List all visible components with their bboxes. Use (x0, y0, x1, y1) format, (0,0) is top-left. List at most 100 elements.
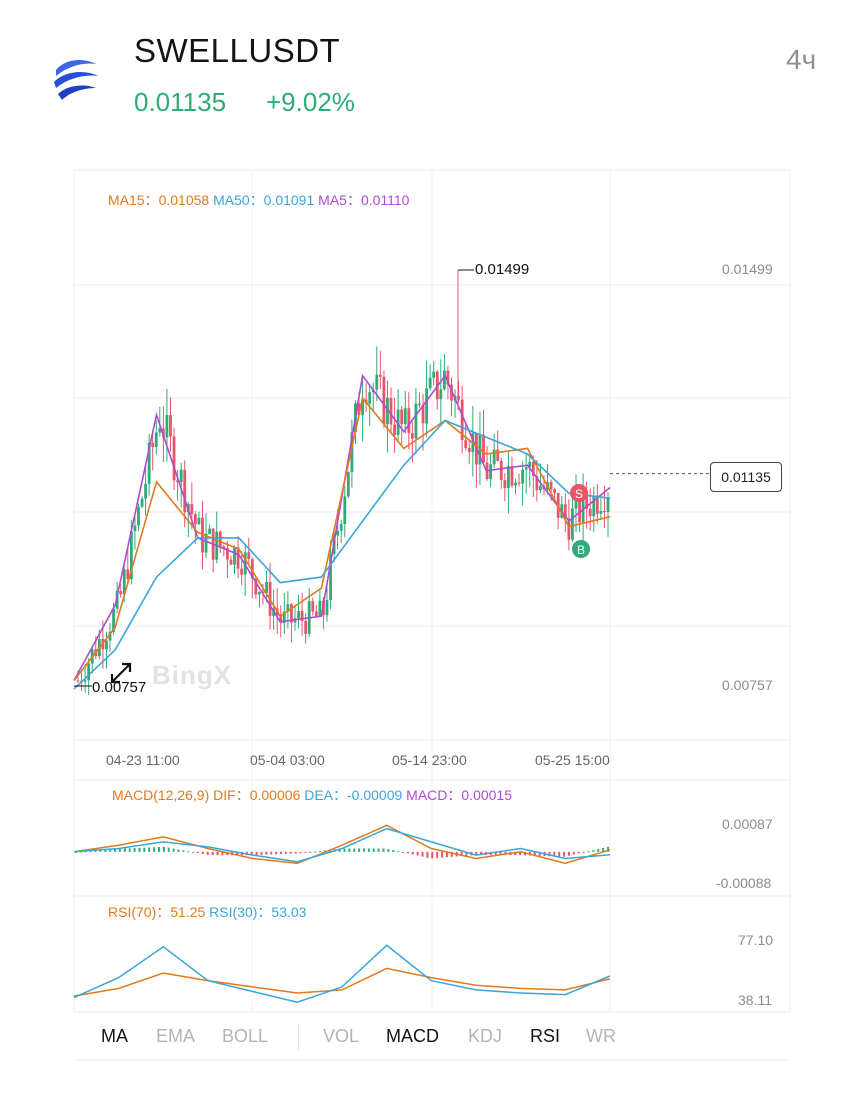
macd-histogram-bar (255, 851, 258, 856)
macd-histogram-bar (270, 851, 273, 855)
macd-histogram-bar (563, 851, 566, 857)
candle-body (378, 374, 382, 377)
macd-histogram-bar (553, 851, 556, 857)
candle-body (588, 508, 592, 517)
candle-body (179, 469, 183, 483)
macd-histogram-bar (402, 851, 405, 853)
tab-boll[interactable]: BOLL (222, 1026, 269, 1046)
candle-body (290, 604, 293, 623)
candle-body (585, 491, 589, 509)
candle-body (503, 480, 507, 489)
candle-body (514, 482, 517, 486)
candle-body (442, 370, 446, 390)
interval-selector[interactable]: 4ч (786, 44, 817, 75)
macd-histogram-bar (319, 850, 322, 852)
candle-body (119, 591, 123, 595)
tab-rsi[interactable]: RSI (530, 1026, 561, 1046)
macd-histogram-bar (421, 851, 424, 857)
candle-body (325, 600, 329, 616)
macd-histogram-bar (416, 851, 419, 856)
main-legend: MA15：0.01058 MA50：0.01091 MA5：0.01110 (108, 190, 409, 210)
macd-histogram-bar (558, 851, 561, 857)
macd-histogram-bar (143, 847, 146, 852)
candle-body (236, 547, 240, 569)
candle-body (407, 408, 411, 434)
macd-histogram-bar (607, 846, 609, 852)
candle-body (229, 559, 233, 565)
candle-body (112, 608, 115, 632)
macd-histogram-bar (314, 851, 317, 853)
candle-body (126, 569, 130, 579)
macd-histogram-bar (182, 850, 185, 852)
macd-histogram-bar (445, 851, 448, 858)
candle-body (531, 462, 535, 477)
candle-body (539, 486, 542, 491)
candle-body (218, 531, 222, 547)
high-marker-label: 0.01499 (475, 261, 530, 278)
candle-body (492, 449, 496, 465)
tab-macd[interactable]: MACD (386, 1026, 439, 1046)
macd-histogram-bar (138, 847, 141, 852)
candle-body (133, 525, 137, 532)
macd-histogram-bar (411, 851, 414, 855)
candle-body (201, 517, 204, 553)
tab-wr[interactable]: WR (586, 1026, 616, 1046)
candle-body (87, 663, 91, 681)
candle-body (606, 498, 610, 512)
tab-ema[interactable]: EMA (156, 1026, 196, 1046)
candle-body (225, 548, 229, 560)
macd-histogram-bar (436, 851, 439, 858)
tab-ma[interactable]: MA (101, 1026, 128, 1046)
tab-kdj[interactable]: KDJ (468, 1026, 503, 1046)
candle-body (282, 611, 286, 623)
macd-histogram-bar (358, 848, 361, 852)
last-price: 0.01135 (134, 87, 227, 117)
macd-histogram-bar (577, 851, 580, 854)
macd-histogram-bar (323, 850, 326, 852)
price-change: +9.02% (266, 87, 355, 117)
macd-histogram-bar (480, 851, 483, 856)
expand-arrows-icon[interactable] (108, 660, 134, 686)
candle-body (389, 397, 393, 425)
macd-histogram-bar (494, 851, 497, 856)
macd-histogram-bar (211, 851, 214, 856)
candle-body (300, 610, 304, 621)
macd-histogram-bar (406, 851, 409, 854)
macd-histogram-bar (592, 850, 595, 852)
buy-badge-label: B (577, 543, 585, 557)
candle-body (165, 415, 169, 438)
indicator-tabs: MA EMA BOLL VOL MACD KDJ RSI WR (74, 1024, 790, 1052)
macd-histogram-bar (533, 851, 536, 856)
macd-histogram-bar (602, 847, 605, 852)
buy-badge (572, 540, 590, 558)
macd-y-label-top: 0.00087 (722, 816, 773, 832)
macd-histogram-bar (397, 851, 400, 853)
candle-body (563, 504, 567, 519)
candle-body (507, 466, 510, 489)
candle-body (489, 464, 493, 480)
macd-histogram-bar (133, 847, 136, 852)
candle-body (400, 409, 404, 425)
x-label-1: 04-23 11:00 (106, 752, 180, 768)
candle-body (169, 415, 172, 437)
macd-histogram-bar (216, 851, 219, 856)
tab-vol[interactable]: VOL (323, 1026, 360, 1046)
candle-body (393, 424, 396, 435)
macd-histogram-bar (118, 848, 121, 852)
candle-body (524, 467, 528, 470)
macd-histogram-bar (392, 850, 395, 852)
macd-histogram-bar (94, 850, 97, 852)
candle-body (521, 469, 525, 484)
candle-body (258, 592, 261, 595)
candle-body (247, 552, 251, 560)
candle-body (446, 370, 450, 385)
candle-body (421, 405, 425, 424)
candle-body (346, 472, 350, 497)
macd-histogram-bar (201, 851, 204, 855)
candle-body (578, 494, 581, 523)
candle-body (464, 440, 468, 448)
candle-body (129, 531, 133, 579)
candle-body (439, 389, 443, 400)
macd-histogram-bar (304, 851, 307, 853)
